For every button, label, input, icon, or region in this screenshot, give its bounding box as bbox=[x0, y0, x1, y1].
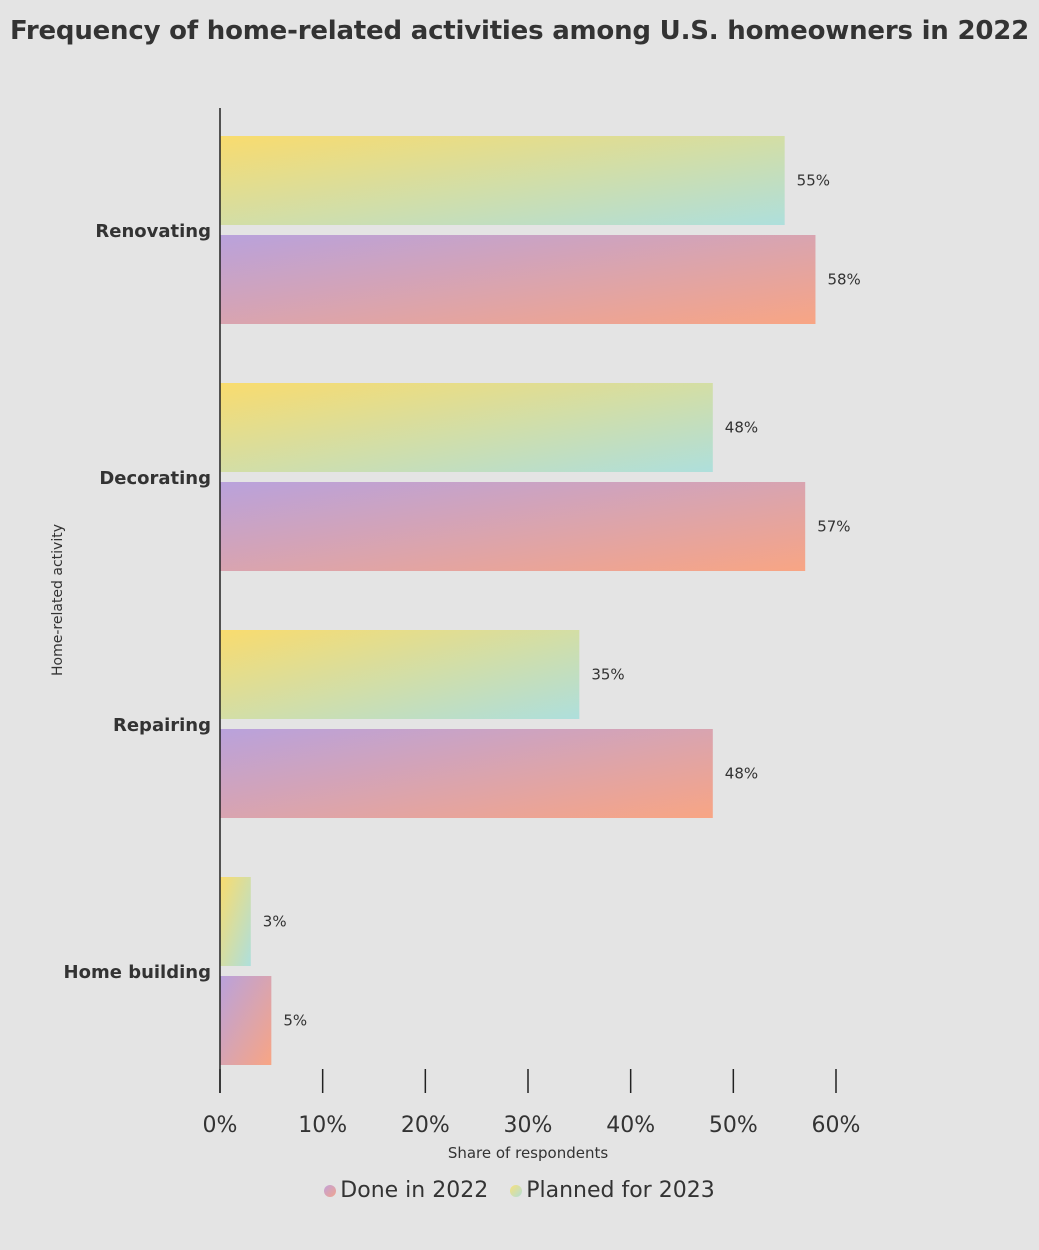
legend-item-planned[interactable]: Planned for 2023 bbox=[510, 1178, 715, 1203]
bar-renovating-done-in-2022[interactable] bbox=[220, 235, 816, 324]
data-label-home-building-done-in-2022: 5% bbox=[283, 1012, 307, 1030]
data-label-repairing-done-in-2022: 48% bbox=[725, 765, 758, 783]
bar-repairing-done-in-2022[interactable] bbox=[220, 729, 713, 818]
bar-renovating-planned-for-2023[interactable] bbox=[220, 136, 785, 225]
category-label-home-building: Home building bbox=[64, 962, 211, 983]
x-tick-label-10: 10% bbox=[298, 1113, 347, 1138]
data-label-repairing-planned-for-2023: 35% bbox=[591, 666, 624, 684]
data-label-renovating-planned-for-2023: 55% bbox=[797, 172, 830, 190]
data-labels-layer: 55% 58% 48% 57% 35% 48% 3% 5% bbox=[263, 172, 861, 1030]
legend-swatch-done bbox=[324, 1184, 337, 1197]
x-tick-label-50: 50% bbox=[709, 1113, 758, 1138]
bars-layer bbox=[220, 136, 816, 1065]
bar-decorating-done-in-2022[interactable] bbox=[220, 482, 806, 571]
data-label-decorating-planned-for-2023: 48% bbox=[725, 419, 758, 437]
x-tick-label-40: 40% bbox=[606, 1113, 655, 1138]
legend: Done in 2022 Planned for 2023 bbox=[0, 1178, 1039, 1203]
data-label-home-building-planned-for-2023: 3% bbox=[263, 913, 287, 931]
axes-layer: Renovating Decorating Repairing Home buildi… bbox=[64, 108, 861, 1138]
x-tick-label-20: 20% bbox=[401, 1113, 450, 1138]
bar-home-building-planned-for-2023[interactable] bbox=[220, 877, 251, 966]
legend-swatch-planned bbox=[510, 1184, 523, 1197]
x-axis-title: Share of respondents bbox=[448, 1144, 609, 1162]
category-label-decorating: Decorating bbox=[99, 468, 211, 489]
category-label-repairing: Repairing bbox=[113, 715, 211, 736]
data-label-renovating-done-in-2022: 58% bbox=[827, 271, 860, 289]
bar-repairing-planned-for-2023[interactable] bbox=[220, 630, 580, 719]
bar-home-building-done-in-2022[interactable] bbox=[220, 976, 272, 1065]
x-tick-label-0: 0% bbox=[203, 1113, 238, 1138]
x-tick-label-30: 30% bbox=[504, 1113, 553, 1138]
bar-decorating-planned-for-2023[interactable] bbox=[220, 383, 713, 472]
data-label-decorating-done-in-2022: 57% bbox=[817, 518, 850, 536]
chart-title: Frequency of home-related activities amo… bbox=[9, 16, 1030, 46]
y-axis-title: Home-related activity bbox=[50, 524, 66, 676]
x-tick-label-60: 60% bbox=[812, 1113, 861, 1138]
legend-item-done[interactable]: Done in 2022 bbox=[324, 1178, 488, 1203]
legend-label-planned: Planned for 2023 bbox=[526, 1178, 715, 1203]
category-label-renovating: Renovating bbox=[95, 221, 211, 242]
legend-label-done: Done in 2022 bbox=[340, 1178, 489, 1203]
